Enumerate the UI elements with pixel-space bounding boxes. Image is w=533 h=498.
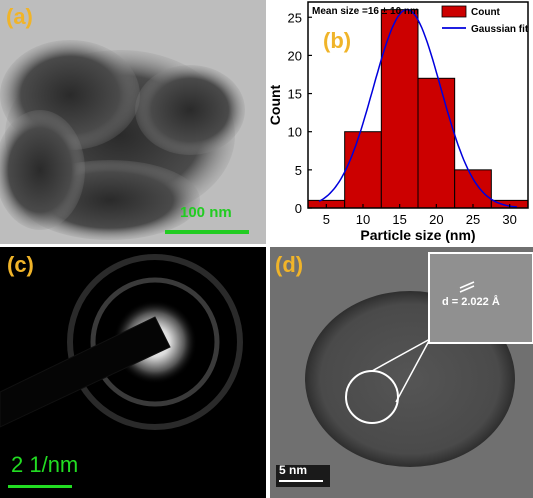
mean-size-annotation: Mean size =16 ± 10 nm bbox=[312, 6, 419, 17]
x-tick-label: 10 bbox=[356, 212, 370, 227]
plot-frame bbox=[307, 1, 529, 209]
legend-fit-label: Gaussian fit bbox=[471, 24, 529, 35]
lattice-fringe-inset: d = 2.022 Å bbox=[428, 252, 533, 344]
y-tick-label: 25 bbox=[288, 10, 302, 25]
gaussian-fit-line bbox=[318, 8, 518, 208]
scale-bar-label-a: 100 nm bbox=[180, 204, 232, 221]
x-tick-label: 5 bbox=[323, 212, 330, 227]
x-tick-label: 25 bbox=[466, 212, 480, 227]
scale-bar-d bbox=[279, 480, 323, 482]
diffraction-pattern-image bbox=[0, 247, 266, 498]
y-tick-label: 10 bbox=[288, 125, 302, 140]
tem-aggregate-image bbox=[0, 0, 266, 244]
legend-count-label: Count bbox=[471, 7, 501, 18]
panel-label-d: (d) bbox=[275, 252, 304, 277]
lattice-spacing-marker bbox=[459, 281, 475, 293]
y-tick-label: 15 bbox=[288, 87, 302, 102]
tem-image-panel-a bbox=[0, 0, 266, 244]
scale-bar-a bbox=[165, 230, 249, 234]
y-tick-label: 20 bbox=[288, 48, 302, 63]
scale-bar-c bbox=[8, 485, 72, 488]
scale-bar-label-d: 5 nm bbox=[279, 463, 308, 477]
histogram-bar bbox=[344, 131, 382, 209]
saed-pattern-panel-c bbox=[0, 247, 266, 498]
histogram-panel-b: 5 10 15 20 25 30 0 5 10 15 20 25 Particle size (nm) C… bbox=[266, 0, 533, 244]
scale-bar-label-c: 2 1/nm bbox=[11, 452, 79, 477]
panel-label-c: (c) bbox=[7, 252, 34, 277]
y-tick-label: 5 bbox=[295, 163, 302, 178]
panel-label-b: (b) bbox=[323, 28, 352, 53]
y-axis-label: Count bbox=[267, 84, 283, 125]
hrtem-image-panel-d bbox=[270, 247, 533, 498]
x-tick-label: 15 bbox=[392, 212, 406, 227]
histogram-bar bbox=[417, 77, 456, 209]
panel-label-a: (a) bbox=[6, 4, 33, 29]
x-axis-label: Particle size (nm) bbox=[360, 227, 475, 243]
histogram-bar bbox=[380, 9, 419, 209]
d-spacing-label: d = 2.022 Å bbox=[442, 296, 500, 308]
legend-count-swatch bbox=[441, 5, 467, 18]
x-tick-label: 20 bbox=[429, 212, 443, 227]
x-tick-label: 30 bbox=[502, 212, 516, 227]
histogram-bar bbox=[454, 169, 492, 209]
y-tick-label: 0 bbox=[295, 201, 302, 216]
